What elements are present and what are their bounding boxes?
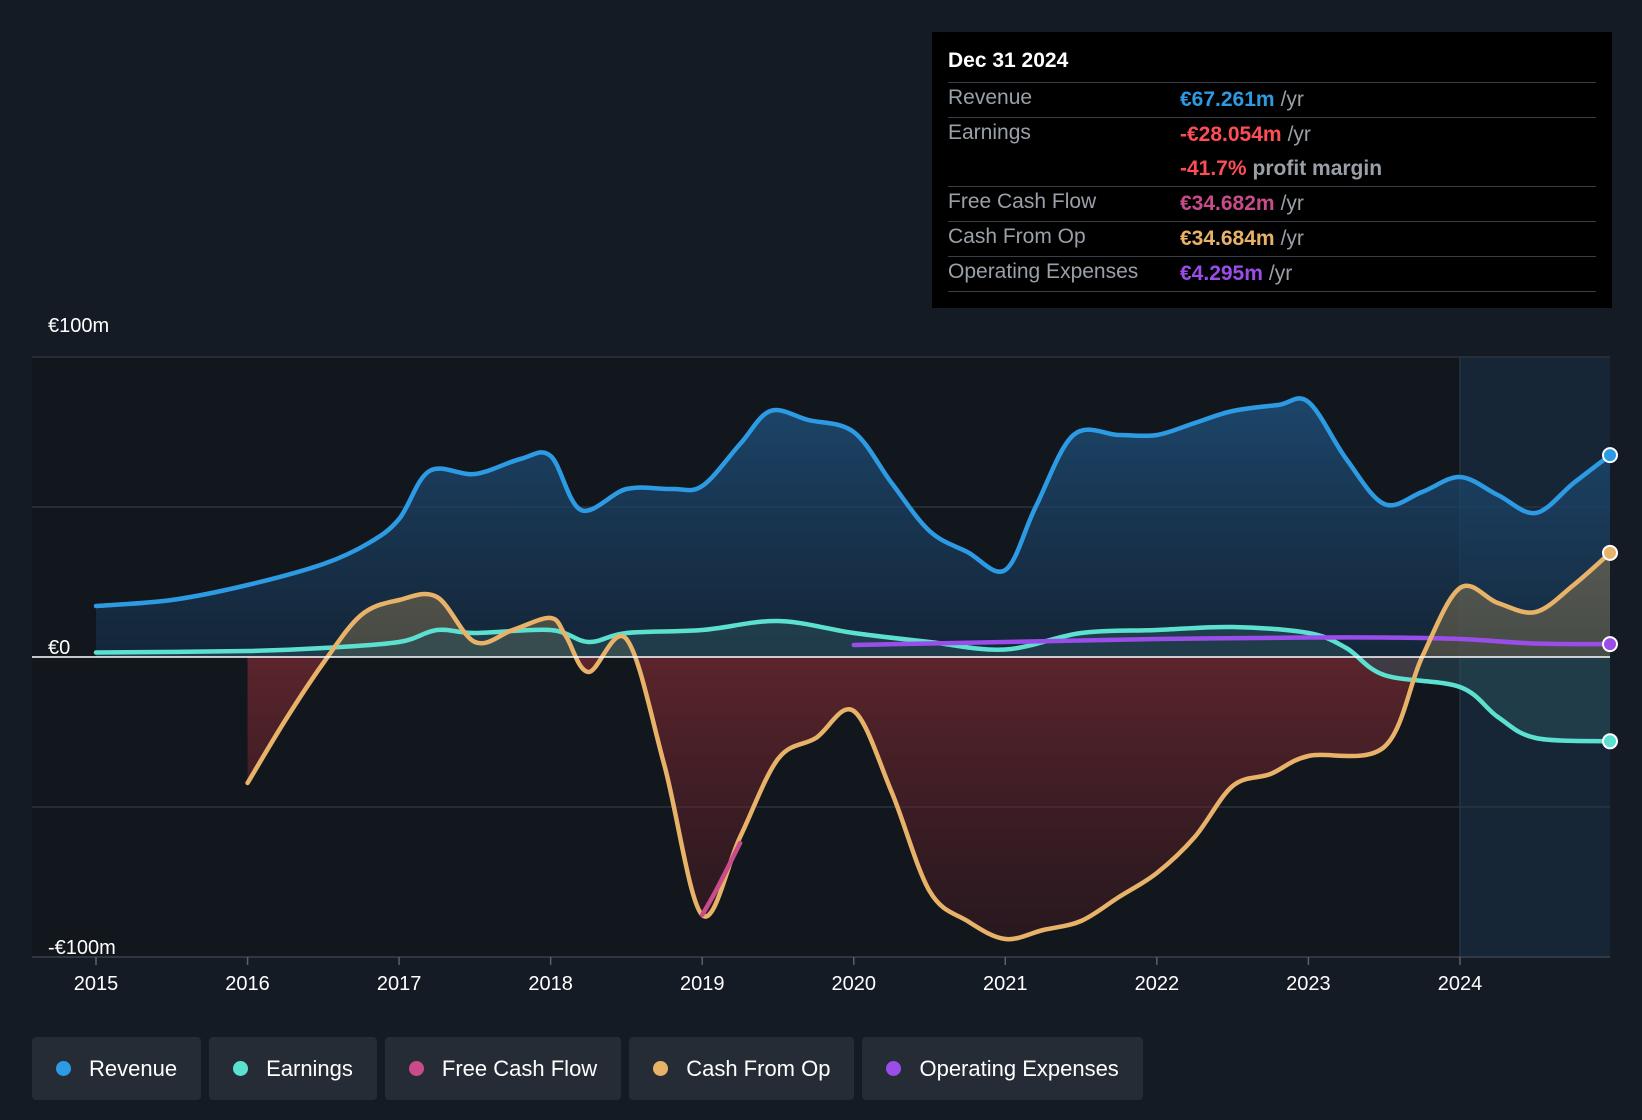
legend-dot-icon (408, 1061, 424, 1076)
area-fills (96, 398, 1610, 940)
chart-legend: Revenue Earnings Free Cash Flow Cash Fro… (32, 1037, 1143, 1100)
y-axis-label: €100m (48, 315, 109, 337)
x-tick-label: 2020 (832, 973, 877, 995)
tooltip-label: Cash From Op (948, 225, 1086, 248)
tooltip-row-earnings: Earnings -€28.054m/yr -41.7% profit margi… (948, 118, 1596, 187)
x-tick-label: 2015 (74, 973, 119, 995)
legend-item-cash-from-op[interactable]: Cash From Op (629, 1037, 855, 1100)
legend-label: Revenue (89, 1055, 178, 1081)
earnings-area (96, 620, 1610, 742)
opex-endpoint (1602, 636, 1618, 653)
tooltip-unit: /yr (1280, 192, 1304, 215)
cfo-endpoint (1602, 544, 1618, 561)
tooltip-row-cfo: Cash From Op €34.684m/yr (948, 222, 1596, 257)
legend-item-revenue[interactable]: Revenue (32, 1037, 202, 1100)
legend-dot-icon (56, 1061, 71, 1076)
legend-dot-icon (653, 1061, 669, 1076)
revenue-line (93, 396, 1613, 609)
tooltip-date: Dec 31 2024 (948, 46, 1596, 83)
x-tick-label: 2017 (377, 973, 422, 995)
tooltip-unit: /yr (1280, 227, 1304, 250)
cfo-line (245, 550, 1613, 942)
tooltip-unit: /yr (1268, 262, 1293, 285)
y-axis-label: €0 (48, 637, 70, 659)
legend-item-free-cash-flow[interactable]: Free Cash Flow (384, 1037, 622, 1100)
tooltip-label: Free Cash Flow (948, 190, 1097, 213)
y-axis-labels: €100m €0 -€100m (48, 315, 116, 959)
legend-label: Operating Expenses (919, 1055, 1119, 1081)
x-tick-label: 2016 (225, 973, 270, 995)
y-axis-label: -€100m (48, 937, 116, 959)
tooltip-unit: /yr (1287, 123, 1311, 146)
x-axis-ticks: 2015 2016 2017 2018 2019 2020 2021 2022 2023 2024 (74, 957, 1482, 995)
tooltip-unit: /yr (1280, 88, 1304, 111)
legend-label: Earnings (266, 1055, 353, 1081)
series-endpoints (1602, 447, 1618, 750)
tooltip-cfo-value: €34.684m (1180, 227, 1275, 250)
legend-item-operating-expenses[interactable]: Operating Expenses (862, 1037, 1143, 1100)
tooltip-revenue-value: €67.261m (1180, 88, 1275, 111)
tooltip-margin-unit: profit margin (1252, 157, 1383, 180)
revenue-area (96, 398, 1610, 657)
revenue-endpoint (1602, 447, 1618, 464)
legend-label: Cash From Op (686, 1055, 831, 1081)
x-tick-label: 2019 (680, 973, 725, 995)
legend-item-earnings[interactable]: Earnings (209, 1037, 377, 1100)
earnings-line (93, 618, 1613, 744)
tooltip-label: Revenue (948, 86, 1033, 109)
x-tick-label: 2024 (1438, 973, 1483, 995)
legend-label: Free Cash Flow (441, 1055, 598, 1081)
earnings-endpoint (1602, 733, 1618, 750)
legend-dot-icon (886, 1061, 902, 1076)
x-tick-label: 2023 (1286, 973, 1331, 995)
legend-dot-icon (233, 1061, 249, 1076)
series-lines (93, 396, 1613, 942)
tooltip-margin-value: -41.7% (1180, 157, 1247, 180)
data-tooltip: Dec 31 2024 Revenue €67.261m/yr Earnings… (932, 32, 1612, 308)
x-tick-label: 2021 (983, 973, 1028, 995)
fcf-line (699, 840, 743, 918)
tooltip-earnings-value: -€28.054m (1180, 123, 1282, 146)
tooltip-row-fcf: Free Cash Flow €34.682m/yr (948, 187, 1596, 222)
tooltip-opex-value: €4.295m (1180, 262, 1263, 285)
x-tick-label: 2018 (528, 973, 573, 995)
opex-line (851, 635, 1613, 648)
tooltip-label: Earnings (948, 121, 1031, 144)
tooltip-row-opex: Operating Expenses €4.295m/yr (948, 257, 1596, 292)
x-tick-label: 2022 (1135, 973, 1180, 995)
tooltip-row-revenue: Revenue €67.261m/yr (948, 83, 1596, 118)
tooltip-fcf-value: €34.682m (1180, 192, 1275, 215)
tooltip-label: Operating Expenses (948, 260, 1139, 283)
cash-from-op-negative-area (247, 657, 1610, 940)
